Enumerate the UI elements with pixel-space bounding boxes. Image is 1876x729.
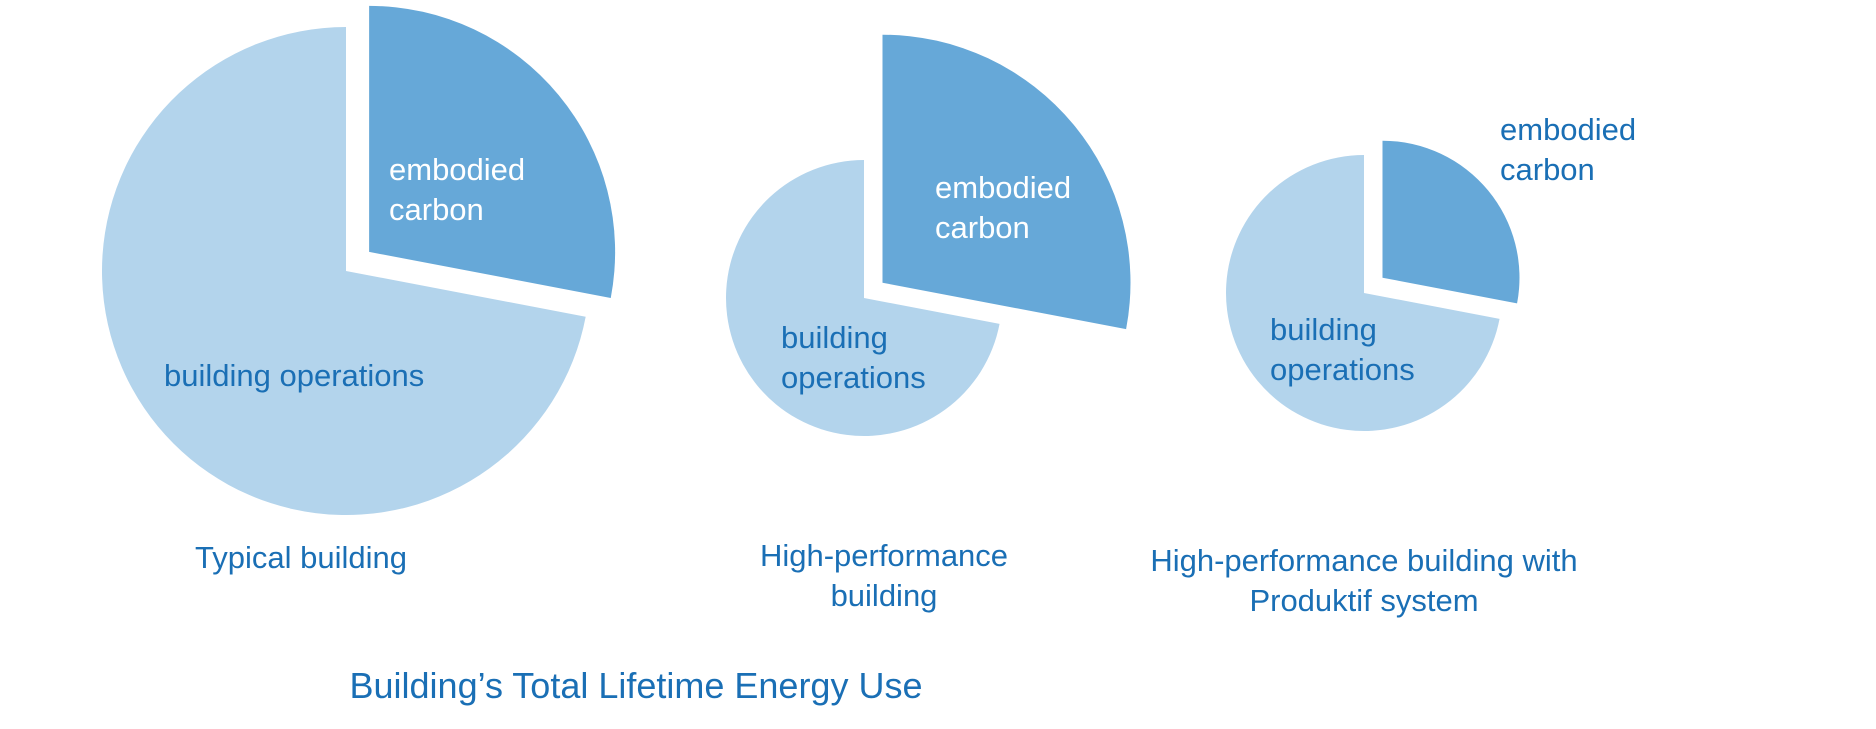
slice-label: embodied carbon [389,152,526,227]
pie-slice [882,34,1131,330]
slice-label: embodied carbon [935,170,1072,245]
slice-label: building operations [1270,312,1415,387]
figure-title: Building’s Total Lifetime Energy Use [349,665,923,706]
chart-title: Typical building [195,540,407,575]
pie-slice [1382,140,1520,304]
slice-label: building operations [781,320,926,395]
chart-title: High-performance building with Produktif… [1150,543,1578,618]
pie-slice [1226,155,1500,432]
slice-label: building operations [164,358,425,393]
pie-slice [102,27,586,515]
pie-slice [725,160,1000,436]
slice-label: embodied carbon [1500,112,1637,187]
pie-slice [369,5,616,298]
chart-title: High-performance building [759,538,1009,613]
